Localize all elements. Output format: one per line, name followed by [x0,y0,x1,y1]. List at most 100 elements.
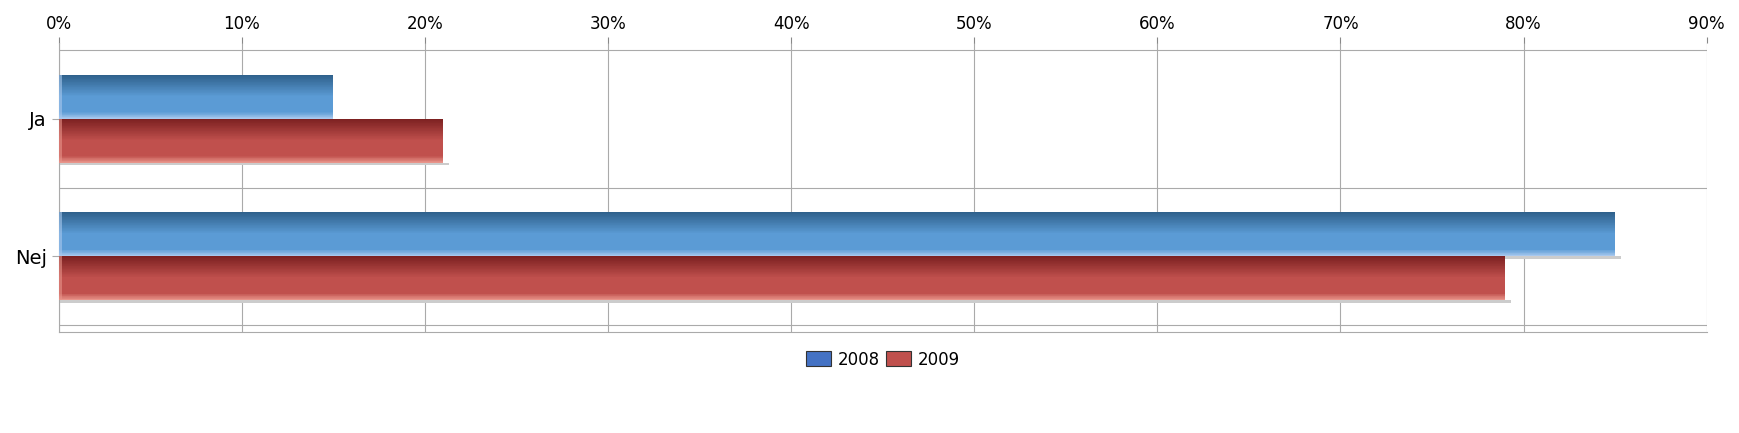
Bar [59,153,443,154]
Bar [59,212,1614,213]
Bar [59,225,1614,226]
Bar [59,284,1504,285]
Bar [59,234,1614,235]
Bar [59,129,443,130]
Bar [59,219,1614,220]
Bar [59,286,1504,287]
Bar [59,246,1614,247]
Bar [59,262,1504,263]
Bar [59,239,1614,240]
Bar [59,213,1614,214]
Bar [59,216,1614,217]
Bar [59,228,1614,229]
Bar [59,119,63,163]
Bar [59,268,1504,269]
Bar [59,155,443,156]
Bar [59,83,334,84]
Bar [59,140,443,141]
Bar [59,152,443,153]
Bar [59,151,443,152]
Bar [59,255,1614,256]
Bar [59,230,1614,231]
Bar [59,118,334,119]
Bar [59,145,443,146]
Bar [59,97,334,98]
Bar [59,77,334,78]
Bar [59,215,1614,216]
Bar [59,158,443,159]
Bar [59,298,1504,299]
Bar [59,88,334,89]
Bar [59,104,334,105]
Bar [59,247,1614,248]
Bar [59,163,449,165]
Bar [59,250,1614,251]
Bar [59,294,1504,295]
Bar [59,291,1504,292]
Bar [59,116,334,117]
Bar [59,267,1504,268]
Bar [59,98,334,99]
Bar [59,162,443,163]
Bar [59,85,334,86]
Bar [59,249,1614,250]
Bar [59,78,334,79]
Bar [59,149,443,150]
Bar [59,264,1504,265]
Bar [59,265,1504,266]
Bar [59,95,334,96]
Bar [59,288,1504,289]
Bar [59,119,339,121]
Bar [59,84,334,85]
Bar [59,124,443,125]
Bar [59,120,443,121]
Bar [59,147,443,148]
Bar [59,300,1509,303]
Bar [59,284,1504,285]
Bar [59,287,1504,288]
Bar [59,102,334,103]
Bar [59,143,443,144]
Bar [59,126,443,127]
Bar [59,220,1614,221]
Bar [59,113,334,114]
Bar [59,217,1614,218]
Bar [59,94,334,95]
Bar [59,108,334,109]
Bar [59,130,443,131]
Bar [59,115,334,116]
Bar [59,144,443,145]
Bar [59,283,1504,284]
Bar [59,127,443,128]
Bar [59,81,334,82]
Bar [59,138,443,139]
Legend: 2008, 2009: 2008, 2009 [798,344,965,375]
Bar [59,270,1504,271]
Bar [59,263,1504,264]
Bar [59,132,443,133]
Bar [59,277,1504,278]
Bar [59,282,1504,283]
Bar [59,229,1614,230]
Bar [59,109,334,110]
Bar [59,274,1504,275]
Bar [59,96,334,97]
Bar [59,103,334,104]
Bar [59,271,1504,272]
Bar [59,275,1504,276]
Bar [59,245,1614,246]
Bar [59,256,1504,257]
Bar [59,226,1614,227]
Bar [59,95,334,96]
Bar [59,159,443,160]
Bar [59,257,1504,258]
Bar [59,242,1614,243]
Bar [59,114,334,115]
Bar [59,105,334,106]
Bar [59,142,443,143]
Bar [59,121,443,122]
Bar [59,141,443,142]
Bar [59,147,443,148]
Bar [59,238,1614,239]
Bar [59,161,443,162]
